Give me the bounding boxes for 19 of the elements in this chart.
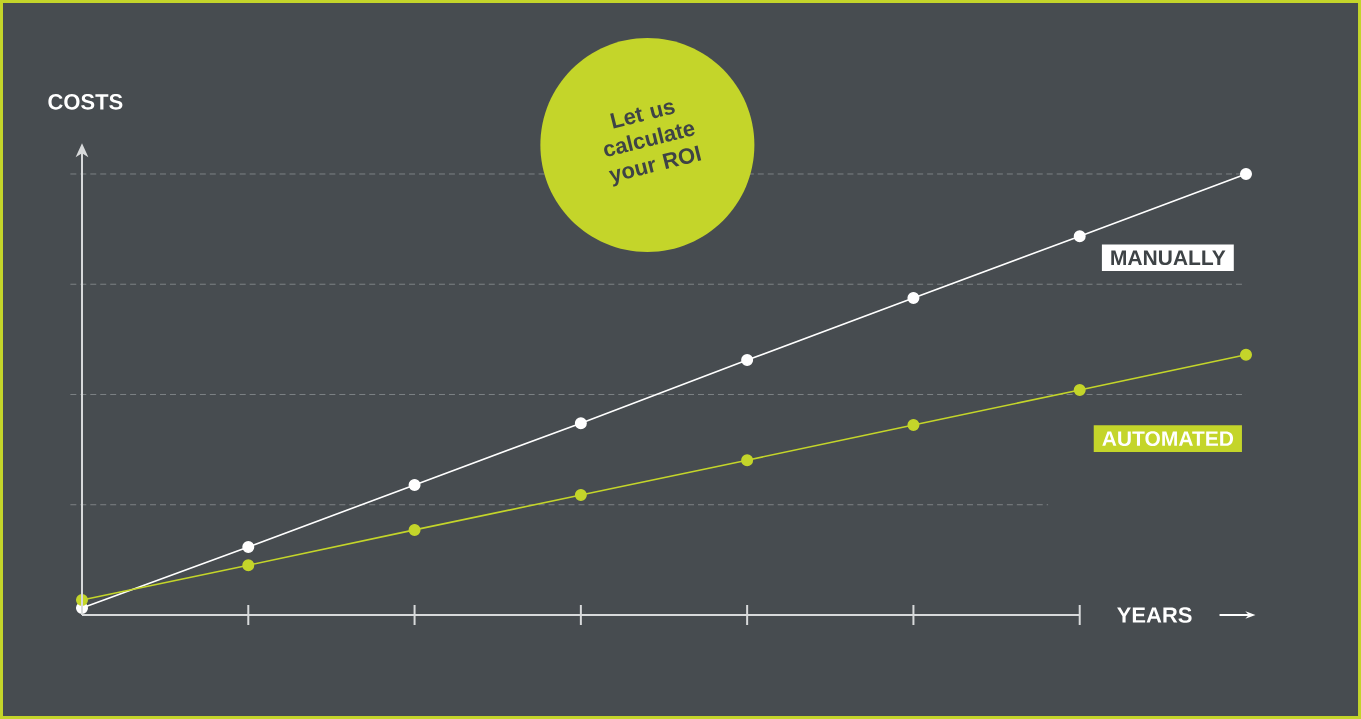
point (907, 418, 920, 431)
series-label: MANUALLY (1111, 250, 1226, 266)
y-axis-title: COSTS (48, 94, 123, 110)
point (574, 417, 587, 430)
point (408, 478, 421, 491)
point (242, 559, 255, 572)
point (1240, 348, 1252, 361)
point (408, 523, 421, 536)
x-axis-title: YEARS (1117, 607, 1192, 623)
point (242, 541, 255, 554)
point (907, 291, 920, 304)
point (741, 454, 754, 467)
point (1073, 230, 1086, 243)
point (741, 354, 754, 367)
point (574, 489, 587, 502)
point (1240, 168, 1252, 180)
annotation: Let us calculate your ROI (604, 102, 702, 187)
point (1073, 384, 1086, 397)
series-label: AUTOMATED (1102, 431, 1234, 447)
